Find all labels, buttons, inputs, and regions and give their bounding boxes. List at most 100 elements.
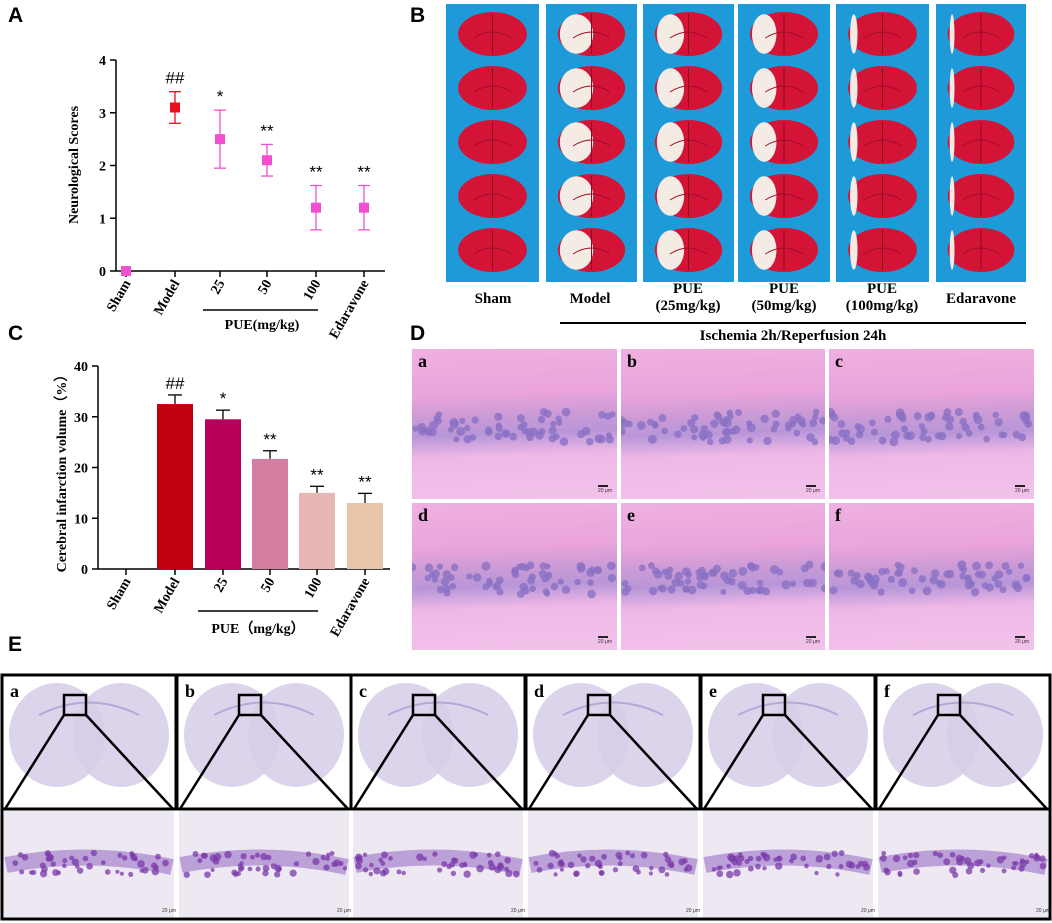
nissl-neuron bbox=[943, 858, 951, 866]
neuron-cell bbox=[598, 410, 606, 419]
neuron-cell bbox=[423, 426, 432, 435]
neuron-cell bbox=[708, 568, 717, 577]
significance-mark-c: ** bbox=[358, 472, 372, 491]
nissl-neuron bbox=[573, 871, 579, 877]
neuron-cell bbox=[929, 575, 938, 585]
hippocampus-outline bbox=[387, 701, 489, 716]
neuron-cell bbox=[548, 426, 557, 435]
nissl-neuron bbox=[552, 851, 558, 856]
neuron-cell bbox=[687, 585, 697, 595]
nissl-neuron bbox=[815, 855, 824, 863]
neuron-cell bbox=[674, 571, 683, 581]
neuron-cell bbox=[898, 578, 908, 587]
zoom-box bbox=[586, 693, 612, 717]
nissl-neuron bbox=[463, 863, 468, 868]
nissl-neuron bbox=[965, 867, 973, 875]
neuron-cell bbox=[970, 587, 980, 597]
neuron-cell bbox=[945, 569, 955, 579]
zoom-line-left bbox=[3, 714, 66, 810]
he-cells bbox=[829, 560, 1031, 597]
nissl-neuron bbox=[224, 850, 232, 859]
nissl-neuron bbox=[255, 866, 261, 872]
bar-c bbox=[299, 492, 335, 569]
nissl-neuron bbox=[1019, 859, 1027, 868]
neuron-cell bbox=[431, 576, 439, 583]
nissl-neuron bbox=[601, 853, 607, 860]
nissl-neuron bbox=[599, 870, 604, 876]
nissl-neuron bbox=[906, 859, 915, 868]
x-tick-label-a: 25 bbox=[208, 278, 228, 298]
nissl-neuron bbox=[1039, 855, 1046, 862]
nissl-neuron bbox=[494, 865, 502, 874]
ttc-tile bbox=[446, 4, 539, 282]
neuron-cell bbox=[770, 425, 778, 433]
neuron-cell bbox=[887, 575, 896, 584]
corpus-callosum bbox=[473, 247, 512, 255]
nissl-neuron bbox=[648, 871, 653, 876]
bar-c bbox=[252, 458, 288, 569]
neuron-cell bbox=[700, 582, 708, 590]
neuron-cell bbox=[809, 419, 818, 428]
brain-hemisphere-right bbox=[422, 683, 518, 787]
neuron-cell bbox=[648, 434, 657, 444]
he-micrograph: d 20 μm bbox=[412, 503, 617, 650]
hippocampus-outline bbox=[38, 701, 140, 716]
corpus-callosum bbox=[962, 139, 1000, 147]
nissl-neuron bbox=[884, 868, 891, 876]
neuron-cell bbox=[607, 573, 617, 583]
neuron-cell bbox=[965, 429, 973, 437]
zoom-line-right bbox=[609, 714, 698, 810]
nissl-neuron bbox=[747, 855, 754, 862]
nissl-neuron bbox=[494, 851, 501, 858]
nissl-neuron bbox=[978, 858, 984, 865]
nissl-neuron bbox=[237, 863, 242, 868]
nissl-neuron bbox=[379, 869, 387, 877]
hippocampus-outline bbox=[213, 701, 315, 716]
y-axis-title-c: Cerebral infarction volume（%） bbox=[54, 368, 70, 573]
nissl-neuron bbox=[725, 870, 734, 879]
nissl-neuron bbox=[76, 867, 84, 874]
zoom-line-left bbox=[527, 714, 590, 810]
nissl-scale-bar: 20 μm bbox=[1036, 908, 1050, 914]
nissl-neuron bbox=[892, 855, 901, 863]
neuron-cell bbox=[734, 409, 743, 417]
corpus-callosum bbox=[863, 247, 902, 255]
nissl-neuron bbox=[331, 861, 338, 868]
neuron-cell bbox=[624, 585, 632, 593]
group-label-line1: Model bbox=[569, 291, 611, 307]
neuron-cell bbox=[847, 437, 856, 446]
neuron-cell bbox=[728, 568, 738, 578]
neuron-cell bbox=[696, 573, 704, 582]
nissl-neuron bbox=[1012, 861, 1017, 866]
corpus-callosum bbox=[572, 139, 611, 147]
neuron-cell bbox=[945, 415, 955, 424]
nissl-neuron bbox=[848, 861, 856, 869]
he-subpanel-letter: b bbox=[627, 351, 638, 371]
nissl-neuron bbox=[585, 863, 591, 869]
nissl-neuron bbox=[441, 861, 448, 868]
infarct-region bbox=[559, 230, 594, 270]
neuron-cell bbox=[648, 586, 658, 596]
infarct-region bbox=[949, 68, 955, 108]
nissl-neuron bbox=[559, 867, 564, 872]
ttc-tile bbox=[643, 4, 734, 282]
corpus-callosum bbox=[765, 247, 803, 255]
x-tick-label-c: 100 bbox=[302, 576, 325, 602]
infarct-region bbox=[559, 176, 594, 216]
neuron-cell bbox=[581, 426, 591, 436]
nissl-neuron bbox=[45, 852, 51, 857]
nissl-subpanel-letter: c bbox=[359, 681, 367, 701]
neuron-cell bbox=[412, 563, 417, 572]
x-tick-label-c: Model bbox=[151, 575, 183, 616]
pyramidal-layer bbox=[528, 849, 698, 875]
neuron-cell bbox=[435, 411, 443, 419]
corpus-callosum bbox=[962, 31, 1000, 39]
y-tick-label-c: 20 bbox=[74, 462, 88, 477]
group-label: Model bbox=[535, 291, 645, 308]
he-micrograph: b 20 μm bbox=[621, 349, 825, 499]
neuron-cell bbox=[492, 583, 500, 591]
neuron-cell bbox=[1001, 562, 1010, 570]
nissl-neuron bbox=[362, 852, 368, 857]
neuron-cell bbox=[681, 567, 691, 576]
nissl-neuron bbox=[747, 865, 754, 872]
